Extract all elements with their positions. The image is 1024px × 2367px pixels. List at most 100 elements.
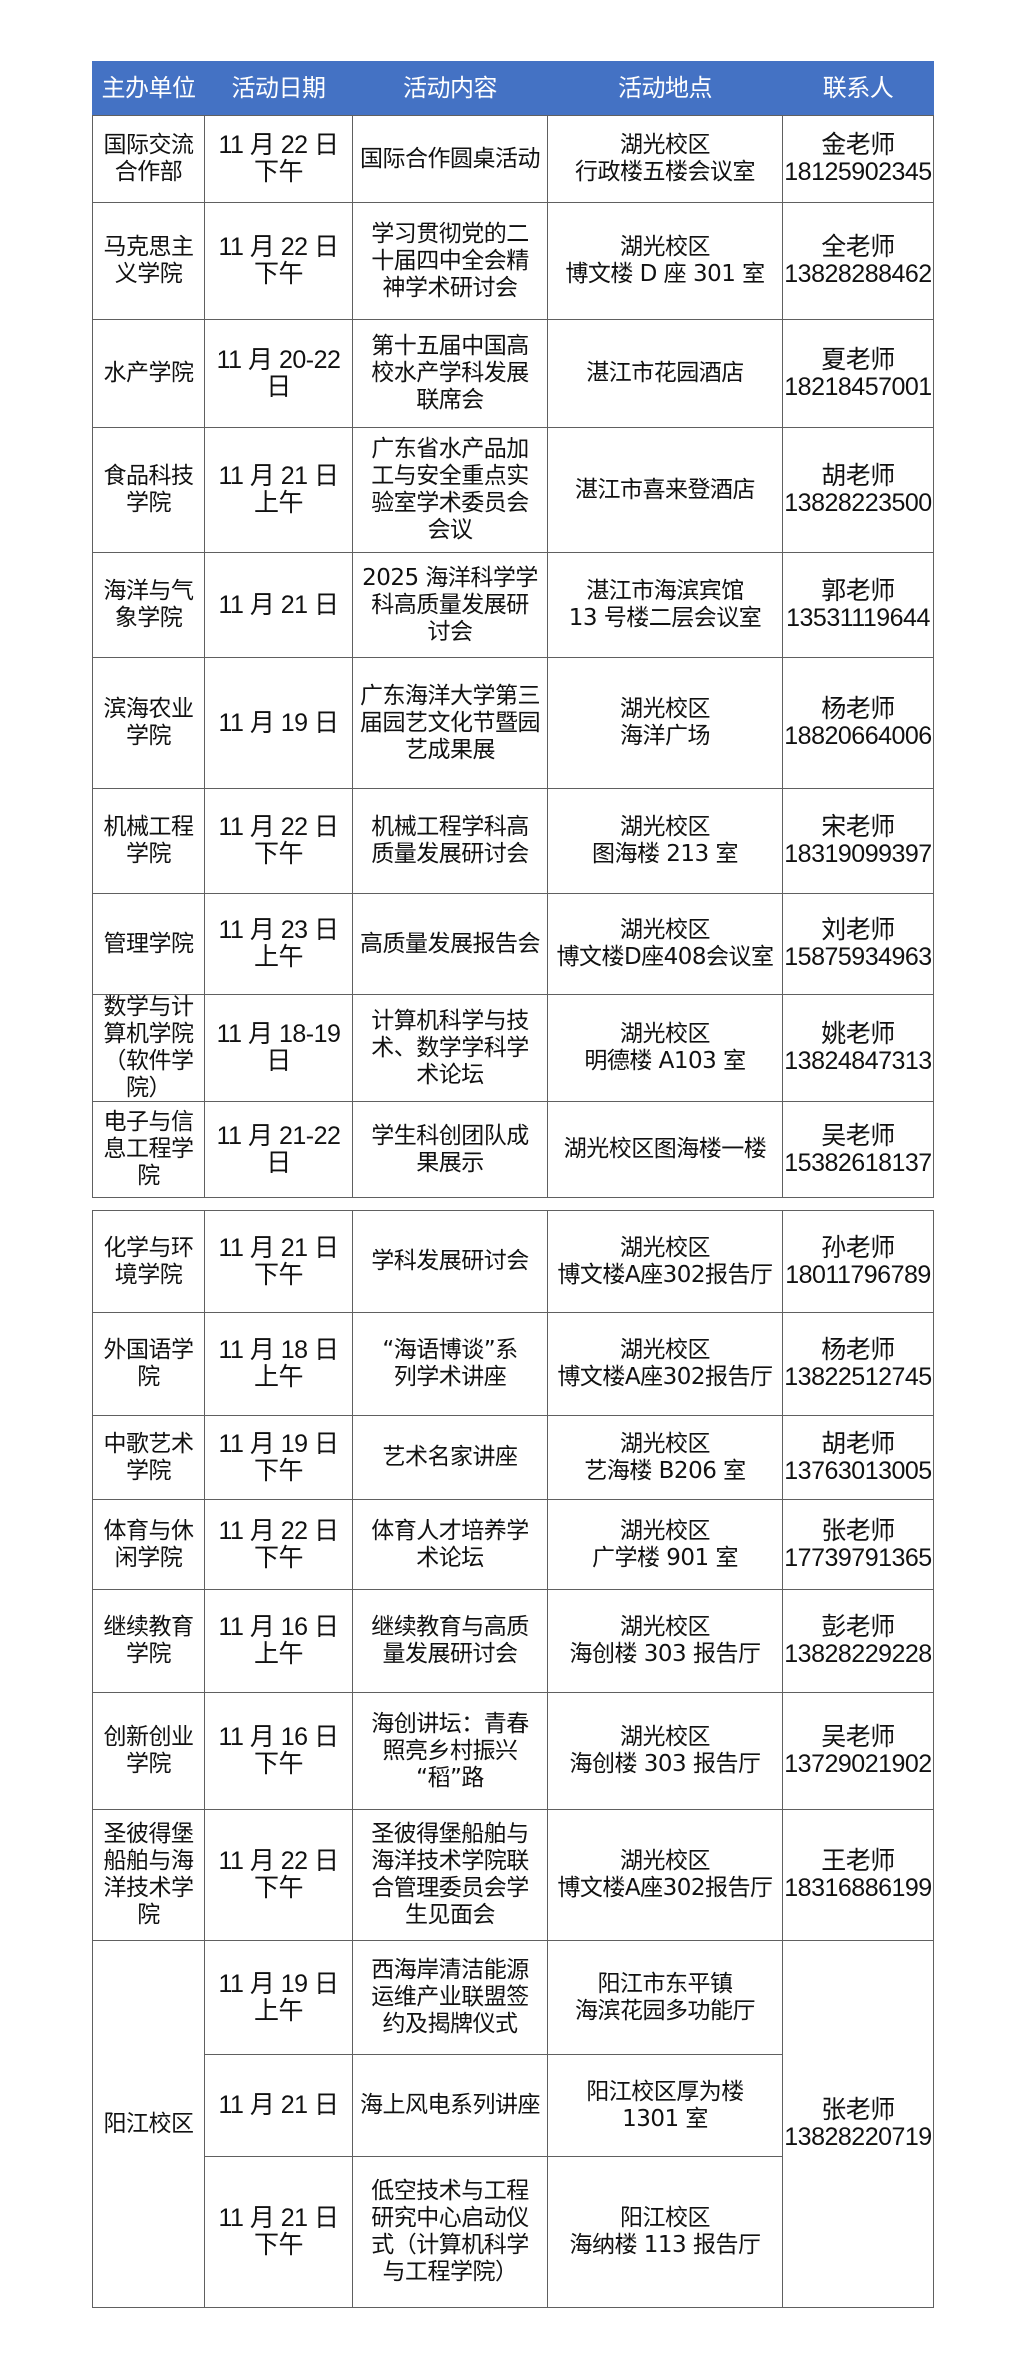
content-cell: 学习贯彻党的二 十届四中全会精 神学术研讨会 bbox=[352, 202, 548, 320]
contact-cell: 彭老师 13828229228 bbox=[782, 1589, 934, 1693]
date-cell: 11 月 18-19 日 bbox=[204, 994, 353, 1102]
content-cell: 计算机科学与技 术、数学学科学 术论坛 bbox=[352, 994, 548, 1102]
host-unit-cell: 食品科技 学院 bbox=[92, 427, 205, 553]
contact-cell: 刘老师 15875934963 bbox=[782, 893, 934, 995]
date-cell: 11 月 20-22 日 bbox=[204, 319, 353, 428]
content-cell: 圣彼得堡船舶与 海洋技术学院联 合管理委员会学 生见面会 bbox=[352, 1809, 548, 1941]
content-cell: “海语博谈”系 列学术讲座 bbox=[352, 1312, 548, 1416]
host-unit-cell: 阳江校区 bbox=[92, 1940, 205, 2308]
host-unit-cell: 体育与休 闲学院 bbox=[92, 1499, 205, 1590]
location-cell: 阳江市东平镇 海滨花园多功能厅 bbox=[547, 1940, 783, 2055]
date-cell: 11 月 22 日 下午 bbox=[204, 788, 353, 894]
location-cell: 湖光校区 广学楼 901 室 bbox=[547, 1499, 783, 1590]
date-cell: 11 月 19 日 下午 bbox=[204, 1415, 353, 1500]
contact-cell: 宋老师 18319099397 bbox=[782, 788, 934, 894]
contact-cell: 全老师 13828288462 bbox=[782, 202, 934, 320]
date-cell: 11 月 21 日 上午 bbox=[204, 427, 353, 553]
content-cell: 低空技术与工程 研究中心启动仪 式（计算机科学 与工程学院） bbox=[352, 2156, 548, 2308]
date-cell: 11 月 21 日 下午 bbox=[204, 1210, 353, 1313]
date-cell: 11 月 19 日 bbox=[204, 657, 353, 789]
contact-cell: 张老师 17739791365 bbox=[782, 1499, 934, 1590]
contact-cell: 吴老师 13729021902 bbox=[782, 1692, 934, 1810]
content-cell: 国际合作圆桌活动 bbox=[352, 115, 548, 203]
location-cell: 湖光校区 博文楼A座302报告厅 bbox=[547, 1312, 783, 1416]
contact-cell: 孙老师 18011796789 bbox=[782, 1210, 934, 1313]
location-cell: 阳江校区厚为楼 1301 室 bbox=[547, 2054, 783, 2157]
location-cell: 湖光校区 海创楼 303 报告厅 bbox=[547, 1589, 783, 1693]
date-cell: 11 月 22 日 下午 bbox=[204, 202, 353, 320]
location-cell: 湖光校区 行政楼五楼会议室 bbox=[547, 115, 783, 203]
content-cell: 海上风电系列讲座 bbox=[352, 2054, 548, 2157]
content-cell: 艺术名家讲座 bbox=[352, 1415, 548, 1500]
content-cell: 学生科创团队成 果展示 bbox=[352, 1101, 548, 1198]
content-cell: 广东省水产品加 工与安全重点实 验室学术委员会 会议 bbox=[352, 427, 548, 553]
host-unit-cell: 外国语学 院 bbox=[92, 1312, 205, 1416]
content-cell: 广东海洋大学第三 届园艺文化节暨园 艺成果展 bbox=[352, 657, 548, 789]
location-cell: 湛江市喜来登酒店 bbox=[547, 427, 783, 553]
date-cell: 11 月 22 日 下午 bbox=[204, 115, 353, 203]
host-unit-cell: 马克思主 义学院 bbox=[92, 202, 205, 320]
content-cell: 机械工程学科高 质量发展研讨会 bbox=[352, 788, 548, 894]
date-cell: 11 月 21 日 下午 bbox=[204, 2156, 353, 2308]
date-cell: 11 月 19 日 上午 bbox=[204, 1940, 353, 2055]
host-unit-cell: 圣彼得堡 船舶与海 洋技术学 院 bbox=[92, 1809, 205, 1941]
location-cell: 湖光校区 博文楼A座302报告厅 bbox=[547, 1210, 783, 1313]
date-cell: 11 月 16 日 上午 bbox=[204, 1589, 353, 1693]
column-header: 活动地点 bbox=[547, 61, 783, 116]
host-unit-cell: 创新创业 学院 bbox=[92, 1692, 205, 1810]
content-cell: 2025 海洋科学学 科高质量发展研 讨会 bbox=[352, 552, 548, 658]
host-unit-cell: 管理学院 bbox=[92, 893, 205, 995]
host-unit-cell: 中歌艺术 学院 bbox=[92, 1415, 205, 1500]
content-cell: 继续教育与高质 量发展研讨会 bbox=[352, 1589, 548, 1693]
contact-cell: 胡老师 13763013005 bbox=[782, 1415, 934, 1500]
contact-cell: 夏老师 18218457001 bbox=[782, 319, 934, 428]
host-unit-cell: 海洋与气 象学院 bbox=[92, 552, 205, 658]
date-cell: 11 月 16 日 下午 bbox=[204, 1692, 353, 1810]
contact-cell: 张老师 13828220719 bbox=[782, 1940, 934, 2308]
host-unit-cell: 继续教育 学院 bbox=[92, 1589, 205, 1693]
date-cell: 11 月 18 日 上午 bbox=[204, 1312, 353, 1416]
contact-cell: 胡老师 13828223500 bbox=[782, 427, 934, 553]
column-header: 主办单位 bbox=[92, 61, 205, 116]
contact-cell: 金老师 18125902345 bbox=[782, 115, 934, 203]
date-cell: 11 月 21 日 bbox=[204, 2054, 353, 2157]
date-cell: 11 月 21 日 bbox=[204, 552, 353, 658]
column-header: 联系人 bbox=[782, 61, 934, 116]
location-cell: 湛江市海滨宾馆 13 号楼二层会议室 bbox=[547, 552, 783, 658]
host-unit-cell: 化学与环 境学院 bbox=[92, 1210, 205, 1313]
content-cell: 学科发展研讨会 bbox=[352, 1210, 548, 1313]
content-cell: 体育人才培养学 术论坛 bbox=[352, 1499, 548, 1590]
column-header: 活动内容 bbox=[352, 61, 548, 116]
date-cell: 11 月 22 日 下午 bbox=[204, 1499, 353, 1590]
location-cell: 湖光校区 海创楼 303 报告厅 bbox=[547, 1692, 783, 1810]
location-cell: 湖光校区 明德楼 A103 室 bbox=[547, 994, 783, 1102]
date-cell: 11 月 21-22 日 bbox=[204, 1101, 353, 1198]
host-unit-cell: 数学与计 算机学院 （软件学 院） bbox=[92, 994, 205, 1102]
contact-cell: 吴老师 15382618137 bbox=[782, 1101, 934, 1198]
location-cell: 阳江校区 海纳楼 113 报告厅 bbox=[547, 2156, 783, 2308]
host-unit-cell: 水产学院 bbox=[92, 319, 205, 428]
location-cell: 湖光校区图海楼一楼 bbox=[547, 1101, 783, 1198]
host-unit-cell: 国际交流 合作部 bbox=[92, 115, 205, 203]
host-unit-cell: 滨海农业 学院 bbox=[92, 657, 205, 789]
date-cell: 11 月 23 日 上午 bbox=[204, 893, 353, 995]
location-cell: 湖光校区 博文楼 D 座 301 室 bbox=[547, 202, 783, 320]
content-cell: 高质量发展报告会 bbox=[352, 893, 548, 995]
host-unit-cell: 电子与信 息工程学 院 bbox=[92, 1101, 205, 1198]
date-cell: 11 月 22 日 下午 bbox=[204, 1809, 353, 1941]
location-cell: 湖光校区 图海楼 213 室 bbox=[547, 788, 783, 894]
location-cell: 湖光校区 博文楼D座408会议室 bbox=[547, 893, 783, 995]
column-header: 活动日期 bbox=[204, 61, 353, 116]
location-cell: 湖光校区 艺海楼 B206 室 bbox=[547, 1415, 783, 1500]
location-cell: 湖光校区 海洋广场 bbox=[547, 657, 783, 789]
location-cell: 湛江市花园酒店 bbox=[547, 319, 783, 428]
contact-cell: 杨老师 13822512745 bbox=[782, 1312, 934, 1416]
contact-cell: 郭老师 13531119644 bbox=[782, 552, 934, 658]
contact-cell: 王老师 18316886199 bbox=[782, 1809, 934, 1941]
contact-cell: 姚老师 13824847313 bbox=[782, 994, 934, 1102]
contact-cell: 杨老师 18820664006 bbox=[782, 657, 934, 789]
location-cell: 湖光校区 博文楼A座302报告厅 bbox=[547, 1809, 783, 1941]
content-cell: 第十五届中国高 校水产学科发展 联席会 bbox=[352, 319, 548, 428]
content-cell: 西海岸清洁能源 运维产业联盟签 约及揭牌仪式 bbox=[352, 1940, 548, 2055]
content-cell: 海创讲坛：青春 照亮乡村振兴 “稻”路 bbox=[352, 1692, 548, 1810]
